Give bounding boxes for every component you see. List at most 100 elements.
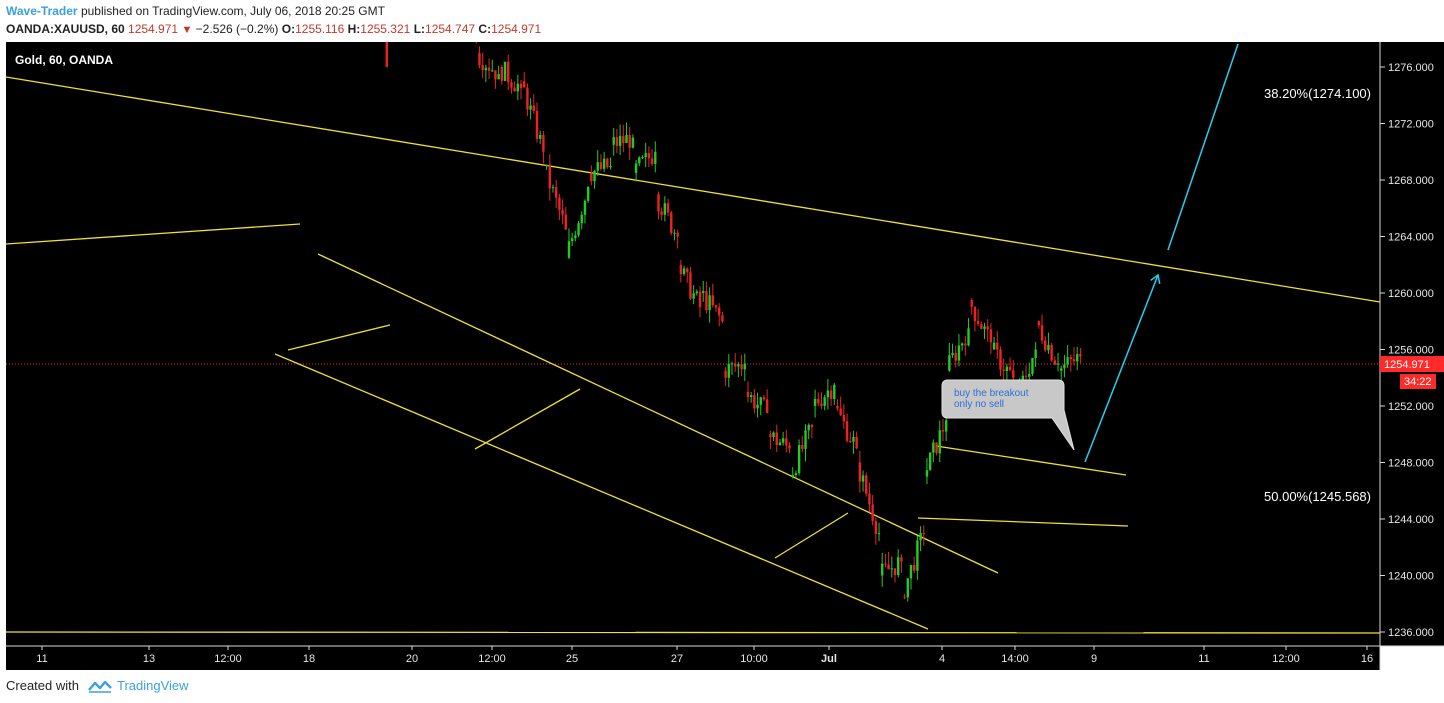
time-axis[interactable] [6,646,1380,670]
candle-body [686,268,689,273]
tradingview-logo-icon[interactable] [88,678,112,694]
candle-body [1034,349,1037,358]
x-tick-label: 9 [1091,653,1097,665]
high-value: 1255.321 [360,22,411,36]
candle-body [641,157,644,159]
footer: Created with TradingView [0,672,1444,703]
y-tick-label: 1248.000 [1388,458,1434,470]
y-tick-label: 1252.000 [1388,401,1434,413]
candle-body [583,200,587,215]
candle-body [507,61,510,83]
candle-body [1060,368,1063,371]
candle-body [663,203,667,215]
candle-body [954,353,957,361]
arrows [1084,43,1239,463]
trendline [317,253,999,574]
price-axis[interactable] [1380,42,1444,646]
candle-body [487,67,491,71]
candle-body [887,564,890,570]
tradingview-link[interactable]: TradingView [117,678,189,693]
trendline [917,517,1129,527]
candle-body [769,434,772,437]
candle-body [778,442,782,446]
candle-body [631,137,635,148]
y-tick-label: 1268.000 [1388,175,1434,187]
arrow-shaft [1084,274,1159,463]
close-value: 1254.971 [491,22,542,36]
trendline [5,223,301,245]
candle-body [893,568,897,576]
candle-body [606,158,609,168]
candle-body [554,187,558,198]
x-tick-label: 11 [36,653,47,665]
candle-body [753,395,756,409]
candle-body [558,197,561,210]
candle-body [1028,373,1031,377]
candle-body [817,398,820,404]
candle-body [865,475,868,494]
candle-body [1040,325,1044,341]
trendlines [5,76,1381,634]
price-chart[interactable]: Gold, 60, OANDA 1316.0001312.0001308.000… [0,42,1444,672]
candle-body [494,70,497,80]
candle-body [695,291,699,294]
candle-body [551,187,555,189]
annotation-bubble [941,379,1075,451]
candle-body [647,153,651,159]
candle-body [989,329,993,343]
candle-body [970,300,973,307]
candle-body [823,397,826,406]
arrow-head [1150,273,1161,284]
y-tick-label: 1240.000 [1388,571,1434,583]
x-ticks: 11 13 12:00 18 20 12:00 25 27 10:00 Jul 4 14:00 9 11 1… [36,646,1373,665]
candle-body [542,134,545,152]
candle-body [906,578,909,598]
candle-body [570,238,574,242]
y-tick-label: 1244.000 [1388,514,1434,526]
x-tick-label: Jul [821,653,837,665]
chart-title: Gold, 60, OANDA [15,53,113,67]
candle-body [535,110,539,139]
candle-body [743,363,746,370]
candle-body [577,223,580,236]
candle-body [692,293,695,299]
candle-body [1005,366,1009,372]
candle-body [698,291,702,308]
candle-body [625,134,628,143]
candle-body [781,438,785,443]
candle-body [842,414,846,422]
candle-body [1072,359,1076,362]
candle-body [1037,321,1041,326]
candle-body [746,391,750,398]
candle-body [999,349,1002,370]
countdown-tag-bg [1400,374,1436,390]
candle-body [609,165,612,168]
candle-body [503,61,507,81]
candle-body [1053,360,1057,365]
candle-body [519,83,523,89]
candle-body [1066,357,1069,365]
candle-body [657,194,660,212]
arrow-shaft [1167,43,1239,251]
x-tick-label: 10:00 [740,653,768,665]
candle-body [484,67,488,71]
candle-body [478,52,481,66]
candle-body [510,82,513,88]
y-tick-label: 1236.000 [1388,627,1434,639]
candle-body [724,370,727,378]
candle-body [1024,375,1028,377]
close-label: C: [478,22,492,36]
candle-body [986,326,989,330]
x-tick-label: 27 [671,653,683,665]
candle-body [826,390,830,398]
candle-body [615,137,619,146]
author-link[interactable]: Wave-Trader [6,4,78,18]
candle-body [634,163,638,173]
candle-body [925,470,929,477]
candle-body [833,384,836,399]
candle-body [618,135,622,146]
candle-body [491,70,494,72]
y-tick-label: 1260.000 [1388,288,1434,300]
candle-body [890,568,894,570]
